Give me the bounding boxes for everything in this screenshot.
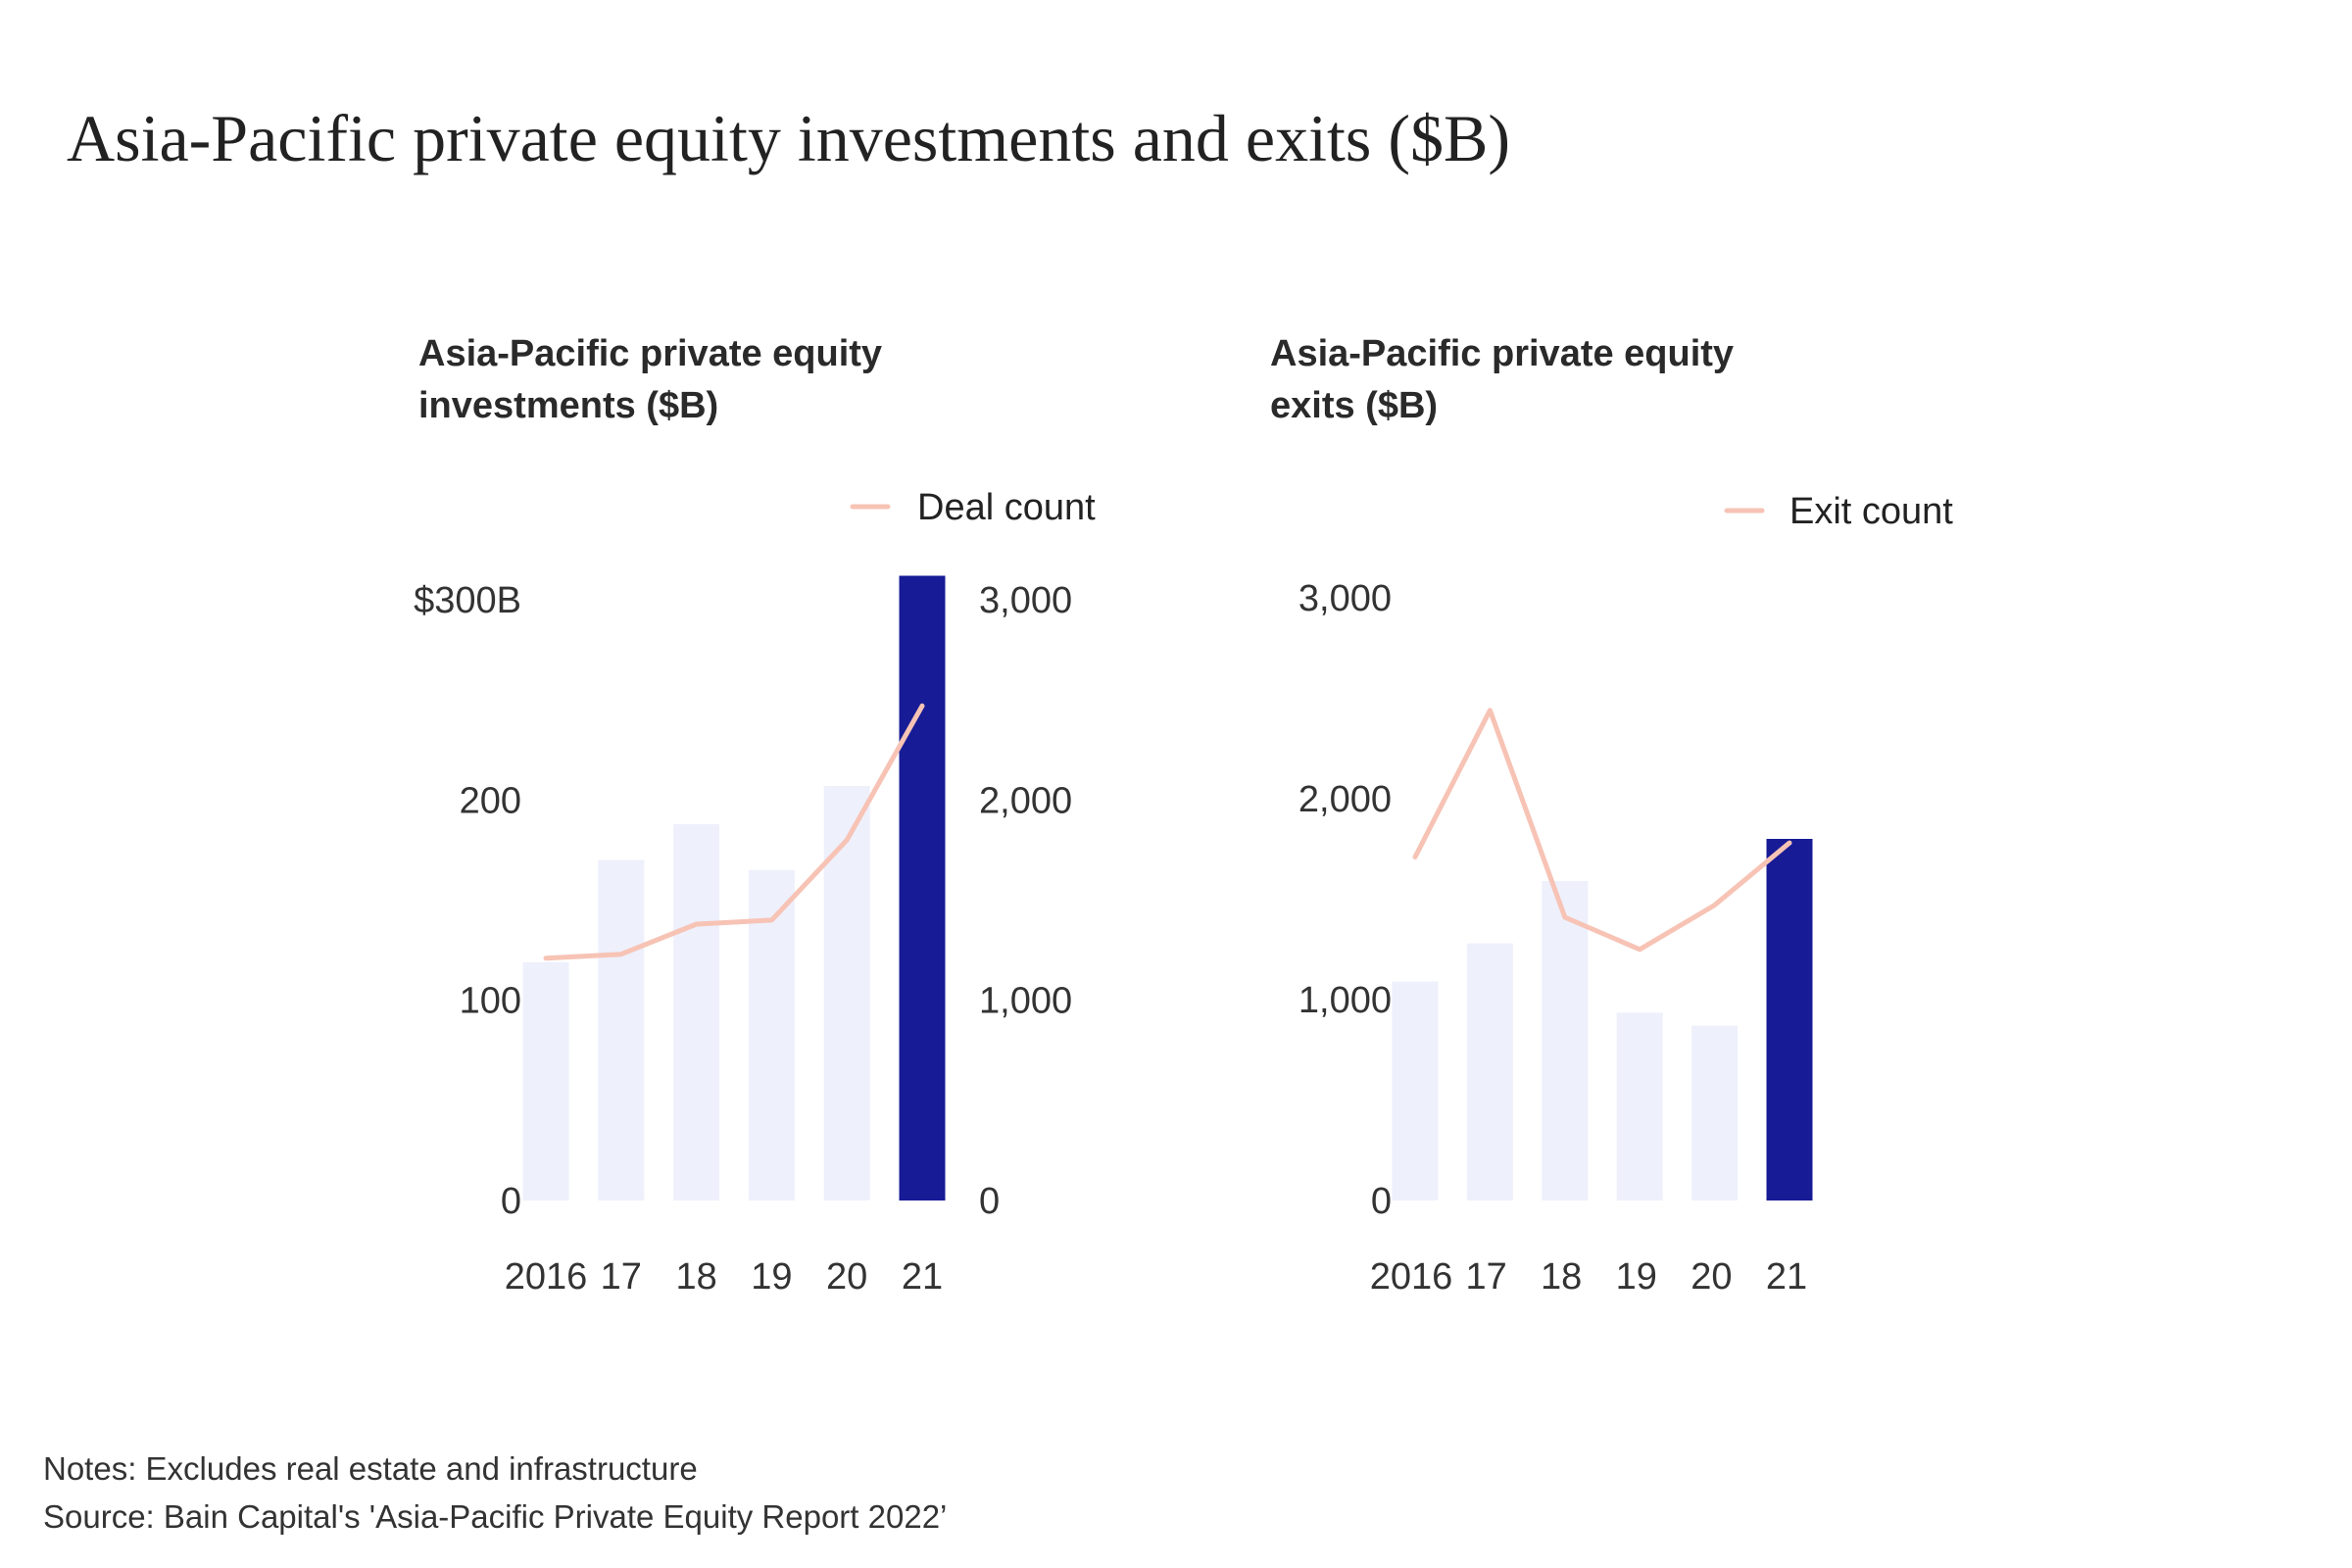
exits-chart: Exit count 0 1,000 2,000 3,000 2016 17 18 19 20 2… xyxy=(1298,491,1953,1298)
investments-secondary-y-tick-label: 2,000 xyxy=(979,780,1072,821)
investments-x-tick-label: 21 xyxy=(902,1256,943,1298)
exits-bar-17 xyxy=(1466,943,1513,1200)
investments-x-tick-label: 2016 xyxy=(505,1256,588,1298)
exits-chart-title-line2: exits ($B) xyxy=(1270,385,1439,426)
investments-bar-21 xyxy=(899,575,946,1200)
exits-x-tick-label: 19 xyxy=(1616,1256,1657,1298)
investments-chart-title-line1: Asia-Pacific private equity xyxy=(418,333,883,374)
investments-bar-19 xyxy=(748,869,795,1200)
exits-x-tick-label: 18 xyxy=(1541,1256,1582,1298)
exits-bar-19 xyxy=(1616,1012,1663,1200)
investments-y-tick-label: 0 xyxy=(501,1181,521,1222)
page-title: Asia-Pacific private equity investments … xyxy=(67,101,1510,175)
investments-bar-18 xyxy=(673,823,720,1200)
investments-chart-title: Asia-Pacific private equity investments … xyxy=(418,328,967,432)
exits-bar-21 xyxy=(1766,839,1813,1200)
investments-x-tick-label: 17 xyxy=(601,1256,642,1298)
investments-y-tick-label: 100 xyxy=(460,981,521,1022)
exits-y-tick-label: 3,000 xyxy=(1298,578,1392,619)
investments-y-tick-label: $300B xyxy=(414,580,521,621)
investments-chart: Deal count 0 100 200 $300B 0 1,000 2,000 3,000 2… xyxy=(414,487,1096,1298)
exits-y-tick-label: 0 xyxy=(1371,1181,1392,1222)
investments-x-tick-label: 18 xyxy=(675,1256,716,1298)
exits-x-tick-label: 17 xyxy=(1465,1256,1506,1298)
source-text: Source: Bain Capital's 'Asia-Pacific Pri… xyxy=(43,1498,948,1535)
exits-chart-title: Asia-Pacific private equity exits ($B) xyxy=(1270,328,1819,432)
investments-secondary-y-tick-label: 1,000 xyxy=(979,981,1072,1022)
investments-y-tick-label: 200 xyxy=(460,780,521,821)
exits-bar-18 xyxy=(1542,881,1589,1200)
exits-y-tick-label: 1,000 xyxy=(1298,980,1392,1021)
exits-chart-title-line1: Asia-Pacific private equity xyxy=(1270,333,1735,374)
exits-y-tick-label: 2,000 xyxy=(1298,779,1392,820)
exits-x-tick-label: 2016 xyxy=(1370,1256,1453,1298)
investments-bar-2016 xyxy=(522,961,569,1200)
exits-x-tick-label: 21 xyxy=(1766,1256,1807,1298)
exits-bar-2016 xyxy=(1392,981,1439,1200)
exits-bar-20 xyxy=(1691,1025,1739,1200)
investments-count-line xyxy=(543,703,925,961)
investments-secondary-y-tick-label: 3,000 xyxy=(979,580,1072,621)
exits-count-line xyxy=(1412,708,1792,953)
exit-count-legend-label: Exit count xyxy=(1789,491,1953,532)
footnotes: Notes: Excludes real estate and infrastr… xyxy=(43,1445,947,1541)
investments-bar-20 xyxy=(823,786,870,1200)
investments-chart-title-line2: investments ($B) xyxy=(418,385,719,426)
deal-count-legend-label: Deal count xyxy=(917,487,1096,528)
investments-x-tick-label: 19 xyxy=(751,1256,792,1298)
investments-x-tick-label: 20 xyxy=(826,1256,867,1298)
investments-bar-17 xyxy=(598,859,645,1200)
investments-secondary-y-tick-label: 0 xyxy=(979,1181,1000,1222)
exits-x-tick-label: 20 xyxy=(1690,1256,1732,1298)
notes-text: Notes: Excludes real estate and infrastr… xyxy=(43,1450,698,1487)
